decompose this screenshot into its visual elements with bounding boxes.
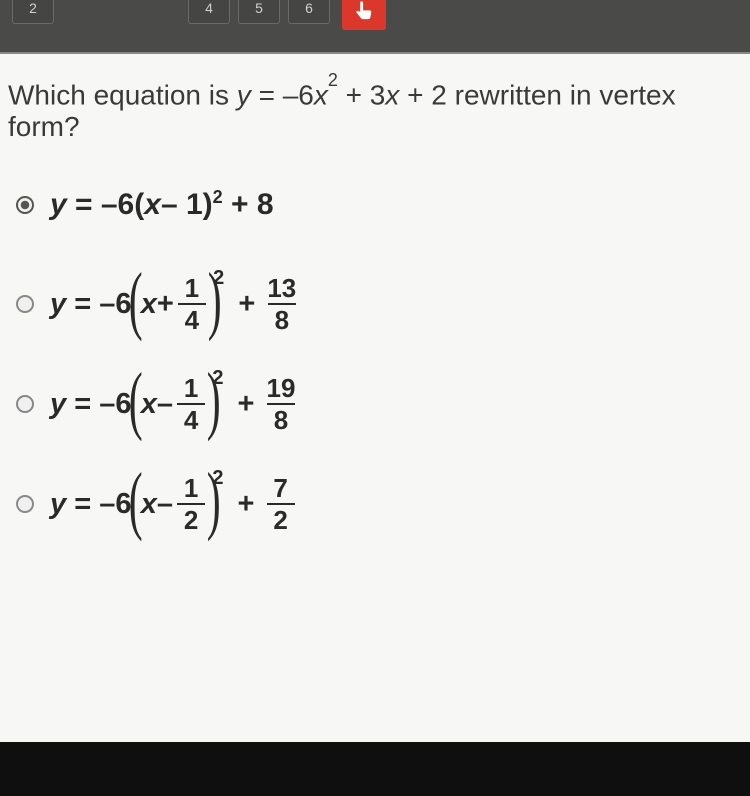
toolbar-box-4[interactable]: 6 [288,0,330,24]
toolbar-box-3[interactable]: 5 [238,0,280,24]
top-toolbar: 2 4 5 6 [0,0,750,52]
answer-options: y = –6(x– 1)2 + 8 y = –6 ( x+ 14 )2 + 13… [4,175,746,549]
equation-d: y = –6 ( x– 12 )2 + 72 [50,475,299,533]
radio-c[interactable] [16,395,34,413]
radio-a[interactable] [16,196,34,214]
equation-c: y = –6 ( x– 14 )2 + 198 [50,375,299,433]
option-c[interactable]: y = –6 ( x– 14 )2 + 198 [16,359,746,449]
radio-b[interactable] [16,295,34,313]
question-panel: Which equation is y = –6x2 + 3x + 2 rewr… [0,52,750,742]
submit-button[interactable] [342,0,386,30]
toolbar-box-2[interactable]: 4 [188,0,230,24]
option-a[interactable]: y = –6(x– 1)2 + 8 [16,175,746,235]
device-bottom-bar [0,742,750,796]
radio-d[interactable] [16,495,34,513]
option-d[interactable]: y = –6 ( x– 12 )2 + 72 [16,459,746,549]
equation-b: y = –6 ( x+ 14 )2 + 138 [50,275,300,333]
toolbar-box-1[interactable]: 2 [12,0,54,24]
equation-a: y = –6(x– 1)2 + 8 [50,188,274,222]
question-text: Which equation is y = –6x2 + 3x + 2 rewr… [8,78,746,143]
hand-pointer-icon [351,0,377,25]
option-b[interactable]: y = –6 ( x+ 14 )2 + 138 [16,259,746,349]
